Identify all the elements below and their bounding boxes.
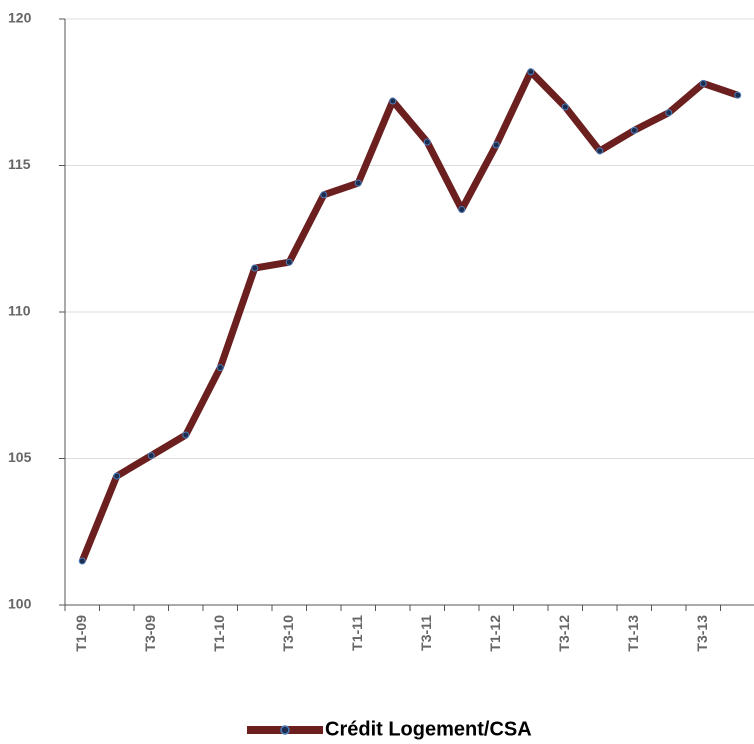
x-tick-label: T3-12 bbox=[556, 615, 572, 652]
point bbox=[630, 126, 638, 134]
point bbox=[182, 431, 190, 439]
point bbox=[78, 557, 86, 565]
x-tick-label: T3-10 bbox=[280, 615, 296, 652]
y-tick-label: 120 bbox=[8, 10, 32, 26]
point bbox=[665, 109, 673, 117]
point bbox=[389, 97, 397, 105]
point bbox=[147, 452, 155, 460]
point bbox=[113, 472, 121, 480]
x-tick-label: T3-11 bbox=[418, 615, 434, 651]
point bbox=[285, 258, 293, 266]
point bbox=[596, 147, 604, 155]
x-tick-label: T1-12 bbox=[487, 615, 503, 652]
point bbox=[354, 179, 362, 187]
x-tick-label: T1-13 bbox=[625, 615, 641, 652]
series-line bbox=[79, 68, 739, 563]
legend-marker bbox=[280, 725, 290, 735]
point bbox=[216, 364, 224, 372]
legend-label: Crédit Logement/CSA bbox=[325, 718, 532, 740]
y-tick-label: 110 bbox=[8, 303, 31, 319]
point bbox=[561, 103, 569, 111]
point bbox=[734, 91, 742, 99]
point bbox=[699, 79, 707, 87]
point bbox=[492, 141, 500, 149]
x-tick-label: T3-13 bbox=[694, 615, 710, 652]
point bbox=[423, 138, 431, 146]
y-tick-label: 100 bbox=[8, 596, 32, 612]
point bbox=[527, 68, 535, 76]
point bbox=[458, 205, 466, 213]
y-tick-label: 105 bbox=[8, 449, 32, 465]
x-tick-label: T1-09 bbox=[73, 615, 89, 652]
x-tick-label: T3-09 bbox=[142, 615, 158, 652]
point bbox=[320, 191, 328, 199]
x-tick-label: T1-11 bbox=[349, 615, 365, 651]
point bbox=[251, 264, 259, 272]
y-tick-label: 115 bbox=[8, 156, 31, 172]
x-tick-label: T1-10 bbox=[211, 615, 227, 652]
